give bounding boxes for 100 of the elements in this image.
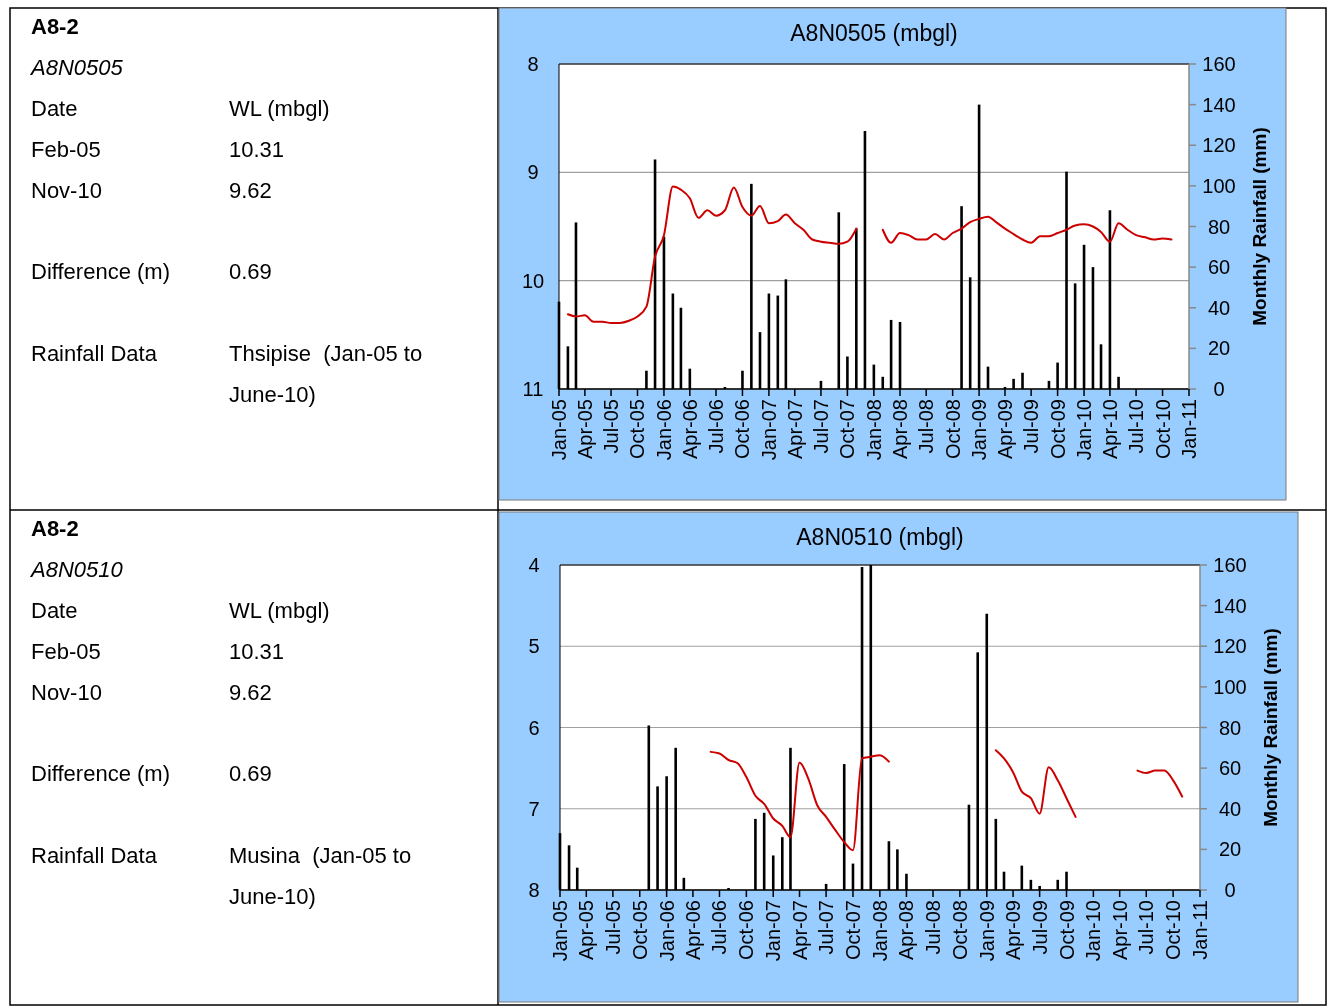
x-tick-label: Apr-09 <box>1002 900 1025 961</box>
text: A8N0510 <box>29 557 124 582</box>
y-tick-label: 9 <box>527 161 539 184</box>
x-tick-label: Jul-07 <box>815 900 838 955</box>
y2-tick-label: 160 <box>1213 554 1247 576</box>
text: Date <box>31 96 78 121</box>
y2-tick-label: 60 <box>1218 757 1242 780</box>
y-tick-label: 8 <box>528 879 540 901</box>
y2-tick-label: 140 <box>1213 594 1247 617</box>
chart-title: A8N0505 (mbgl) <box>790 20 958 46</box>
x-tick-label: Apr-06 <box>678 399 701 460</box>
y2-tick-label: 100 <box>1213 675 1247 698</box>
x-tick-label: Apr-08 <box>895 900 918 961</box>
text: Date <box>31 598 78 623</box>
text: Nov-10 <box>31 177 102 203</box>
x-tick-label: Jan-07 <box>762 900 785 962</box>
x-tick-label: Oct-09 <box>1046 399 1069 460</box>
x-tick-label: Apr-05 <box>573 399 596 460</box>
text: A8-2 <box>31 516 79 541</box>
x-tick-label: Apr-08 <box>889 399 912 460</box>
x-tick-label: Apr-05 <box>575 900 598 961</box>
y-tick-label: 5 <box>528 635 540 658</box>
x-tick-label: Oct-05 <box>626 399 649 460</box>
x-tick-label: Oct-09 <box>1055 900 1078 961</box>
x-tick-label: Apr-09 <box>993 399 1016 460</box>
x-tick-label: Apr-10 <box>1108 900 1131 961</box>
text: Feb-05 <box>31 136 101 162</box>
y2-tick-label: 20 <box>1218 838 1242 861</box>
text: 10.31 <box>229 136 285 162</box>
x-tick-label: Jan-09 <box>975 900 998 962</box>
y-tick-label: 7 <box>528 797 540 820</box>
x-tick-label: Apr-06 <box>681 900 704 961</box>
chart-title: A8N0510 (mbgl) <box>796 524 964 550</box>
x-tick-label: Oct-06 <box>731 399 754 460</box>
text: 0.69 <box>229 259 272 285</box>
x-tick-label: Jan-06 <box>652 399 675 461</box>
x-tick-label: Jan-08 <box>862 399 885 461</box>
y2-tick-label: 20 <box>1207 337 1231 360</box>
x-tick-label: Oct-08 <box>941 399 964 460</box>
x-tick-label: Jan-11 <box>1178 399 1200 459</box>
y2-tick-label: 80 <box>1218 716 1242 739</box>
x-tick-label: Jul-08 <box>915 399 938 454</box>
text: 9.62 <box>229 679 272 705</box>
text: Rainfall Data <box>31 340 158 366</box>
text: Thsipise (Jan-05 to June-10) <box>229 340 423 407</box>
x-tick-label: Jul-06 <box>705 399 727 454</box>
text: WL (mbgl) <box>229 96 330 121</box>
text: A8-2 <box>31 14 79 39</box>
x-tick-label: Jan-05 <box>549 900 571 962</box>
x-tick-label: Jul-06 <box>708 900 731 955</box>
text: Difference (m) <box>31 259 170 285</box>
y2-tick-label: 0 <box>1213 378 1225 400</box>
text: Nov-10 <box>31 679 102 705</box>
text: WL (mbgl) <box>229 598 330 623</box>
text: A8N0505 <box>29 55 124 80</box>
y-tick-label: 10 <box>521 269 545 292</box>
x-tick-label: Oct-05 <box>628 900 651 961</box>
text: 9.62 <box>229 177 272 203</box>
x-tick-label: Apr-07 <box>783 399 806 460</box>
x-tick-label: Jan-10 <box>1073 399 1096 461</box>
x-tick-label: Jul-07 <box>809 399 832 454</box>
x-tick-label: Jul-05 <box>600 399 623 454</box>
y-tick-label: 8 <box>527 53 539 75</box>
x-tick-label: Jan-05 <box>548 399 570 461</box>
y2-tick-label: 60 <box>1207 256 1231 279</box>
x-tick-label: Oct-08 <box>948 900 971 961</box>
x-tick-label: Jul-05 <box>601 900 624 955</box>
y2-axis-title: Monthly Rainfall (mm) <box>1259 628 1281 827</box>
x-tick-label: Jan-10 <box>1082 900 1105 962</box>
x-tick-label: Oct-06 <box>735 900 758 961</box>
y-tick-label: 4 <box>528 554 540 576</box>
x-tick-label: Jul-09 <box>1020 399 1043 454</box>
x-tick-label: Jan-07 <box>757 399 780 461</box>
x-tick-label: Jan-06 <box>655 900 678 962</box>
x-tick-label: Jan-08 <box>868 900 891 962</box>
x-tick-label: Oct-07 <box>841 900 864 961</box>
text: Difference (m) <box>31 761 170 787</box>
text: Rainfall Data <box>31 842 158 868</box>
y2-tick-label: 80 <box>1207 215 1231 238</box>
y2-tick-label: 140 <box>1202 93 1236 116</box>
x-tick-label: Jul-10 <box>1135 900 1158 955</box>
y2-tick-label: 160 <box>1202 53 1236 75</box>
x-tick-label: Jul-10 <box>1125 399 1148 454</box>
text: Feb-05 <box>31 638 101 664</box>
y2-axis-title: Monthly Rainfall (mm) <box>1248 127 1270 326</box>
y2-tick-label: 40 <box>1218 797 1242 820</box>
x-tick-label: Oct-10 <box>1162 900 1185 961</box>
x-tick-label: Jul-09 <box>1028 900 1051 955</box>
y-tick-label: 11 <box>522 378 544 400</box>
x-tick-label: Jan-11 <box>1189 900 1211 960</box>
x-tick-label: Oct-10 <box>1151 399 1174 460</box>
y-tick-label: 6 <box>528 716 540 739</box>
text: 10.31 <box>229 638 285 664</box>
y2-tick-label: 120 <box>1202 134 1236 157</box>
x-tick-label: Apr-07 <box>788 900 811 961</box>
y2-tick-label: 100 <box>1202 174 1236 197</box>
text: 0.69 <box>229 761 272 787</box>
x-tick-label: Apr-10 <box>1098 399 1121 460</box>
x-tick-label: Jan-09 <box>968 399 991 461</box>
x-tick-label: Oct-07 <box>836 399 859 460</box>
